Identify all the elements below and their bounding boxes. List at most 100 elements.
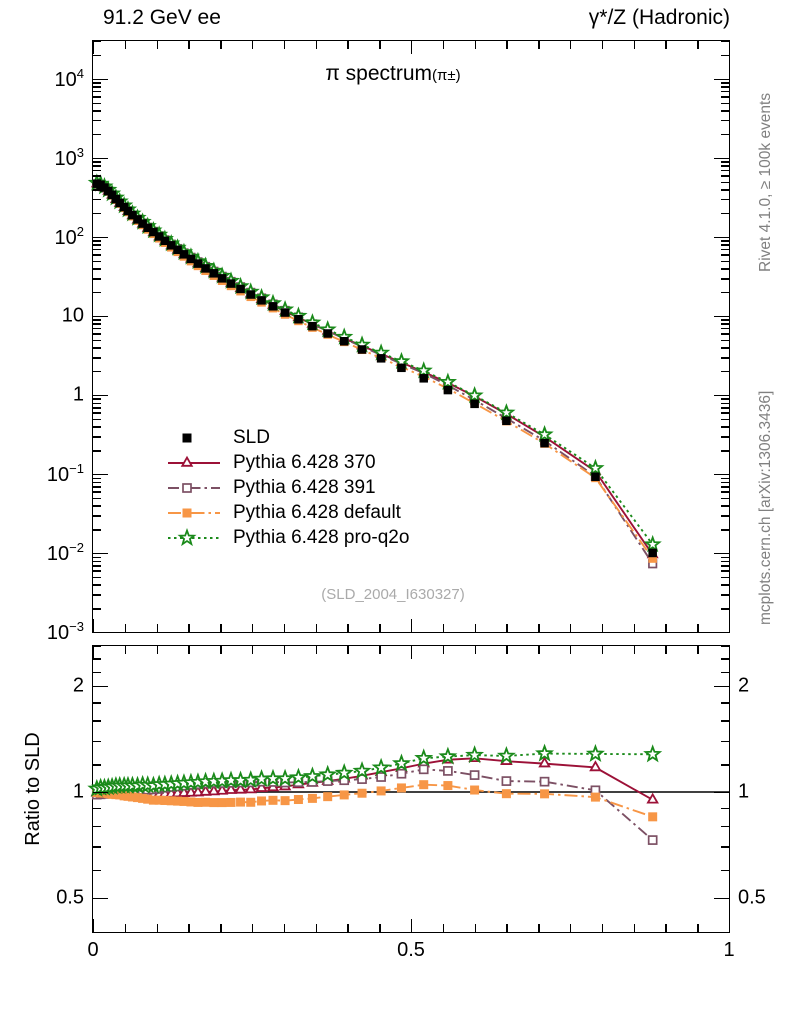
axis-tick — [93, 102, 101, 104]
axis-tick — [156, 41, 158, 49]
axis-tick — [93, 919, 95, 932]
data-point-marker — [246, 797, 256, 807]
legend-item: SLD — [167, 425, 409, 450]
axis-tick — [721, 175, 729, 177]
data-point-marker — [418, 764, 429, 775]
axis-tick — [721, 260, 729, 262]
axis-tick — [721, 213, 729, 215]
data-point-marker — [376, 786, 386, 796]
axis-tick — [714, 552, 729, 555]
axis-tick — [93, 418, 101, 421]
axis-tick — [714, 686, 729, 688]
axis-tick — [93, 236, 108, 239]
data-point-marker — [438, 372, 458, 390]
axis-tick — [442, 924, 445, 932]
axis-tick — [93, 897, 108, 900]
header-energy-label: 91.2 GeV ee — [103, 6, 221, 29]
data-point-marker — [201, 264, 210, 273]
axis-tick — [220, 646, 222, 654]
axis-tick — [93, 213, 101, 215]
axis-tick — [721, 249, 729, 251]
legend-label: Pythia 6.428 391 — [233, 476, 376, 498]
axis-tick — [93, 90, 101, 93]
axis-tick — [721, 646, 729, 648]
axis-tick — [729, 41, 731, 54]
axis-tick — [93, 450, 101, 452]
axis-tick — [93, 436, 101, 438]
axis-tick — [315, 646, 317, 654]
axis-tick — [283, 924, 286, 932]
data-point-marker — [376, 354, 386, 363]
axis-tick — [729, 646, 731, 659]
data-point-marker — [149, 227, 158, 237]
data-point-marker — [414, 748, 434, 767]
axis-tick — [93, 157, 108, 160]
data-point-marker — [443, 781, 453, 791]
data-point-marker — [160, 236, 170, 246]
axis-tick — [347, 624, 349, 632]
data-point-marker — [252, 768, 272, 788]
axis-tick — [721, 292, 729, 294]
axis-tick — [721, 268, 729, 270]
axis-tick — [570, 646, 572, 654]
axis-tick — [714, 473, 729, 476]
data-point-marker — [166, 241, 176, 250]
axis-tick — [721, 82, 729, 84]
axis-tick — [721, 658, 729, 660]
axis-tick — [721, 102, 729, 104]
data-point-marker — [438, 746, 458, 765]
data-point-marker — [443, 766, 453, 776]
data-point-marker — [339, 790, 349, 800]
axis-tick — [442, 41, 445, 49]
data-point-marker — [643, 534, 662, 553]
axis-tick — [721, 328, 729, 330]
axis-tick — [721, 932, 729, 934]
axis-tick — [714, 236, 729, 239]
x-tick-label-0: 0 — [87, 939, 99, 961]
data-point-marker — [501, 789, 511, 799]
axis-tick — [665, 924, 667, 932]
axis-tick — [93, 199, 101, 201]
data-point-marker — [643, 744, 663, 763]
axis-tick — [721, 120, 729, 122]
axis-tick — [93, 491, 101, 493]
axis-tick — [721, 90, 729, 93]
data-point-marker — [234, 782, 247, 794]
axis-tick — [93, 486, 101, 488]
ratio-plot-panel: 2 2 1 1 0.5 0.5 0 0.5 1 — [56, 645, 766, 961]
axis-tick — [721, 560, 729, 562]
axis-tick — [665, 624, 667, 632]
axis-tick — [714, 897, 729, 900]
axis-tick — [721, 426, 729, 428]
legend: SLD Pythia 6.428 370 Pythia 6.428 391 Pythi… — [167, 425, 409, 550]
data-point-marker — [535, 424, 554, 443]
axis-tick — [601, 646, 604, 654]
axis-tick — [93, 169, 101, 172]
data-point-marker — [339, 337, 349, 346]
axis-tick — [347, 924, 349, 932]
data-point-marker — [501, 776, 512, 786]
main-y-tick-label-4: 1 — [72, 383, 84, 406]
data-point-marker — [246, 290, 255, 299]
axis-tick — [697, 646, 699, 654]
axis-tick — [93, 671, 101, 673]
axis-tick — [474, 624, 476, 632]
legend-key-square-filled — [167, 502, 221, 524]
axis-tick — [93, 529, 101, 531]
page-title: π spectrum(π±) — [0, 62, 786, 86]
data-point-marker — [179, 250, 189, 259]
data-point-marker — [647, 835, 658, 845]
axis-tick — [570, 624, 572, 632]
axis-tick — [714, 157, 729, 160]
data-point-marker — [308, 321, 317, 331]
axis-tick — [156, 924, 158, 932]
axis-tick — [93, 764, 101, 766]
axis-tick — [188, 924, 190, 932]
axis-tick — [379, 624, 381, 632]
data-point-marker — [397, 363, 406, 373]
axis-tick — [93, 319, 101, 321]
main-y-tick-label-3: 10 — [61, 304, 84, 327]
axis-tick — [714, 394, 729, 397]
main-y-tick-label-5: 10−1 — [46, 461, 84, 486]
ratio-plot-curves — [87, 743, 729, 845]
